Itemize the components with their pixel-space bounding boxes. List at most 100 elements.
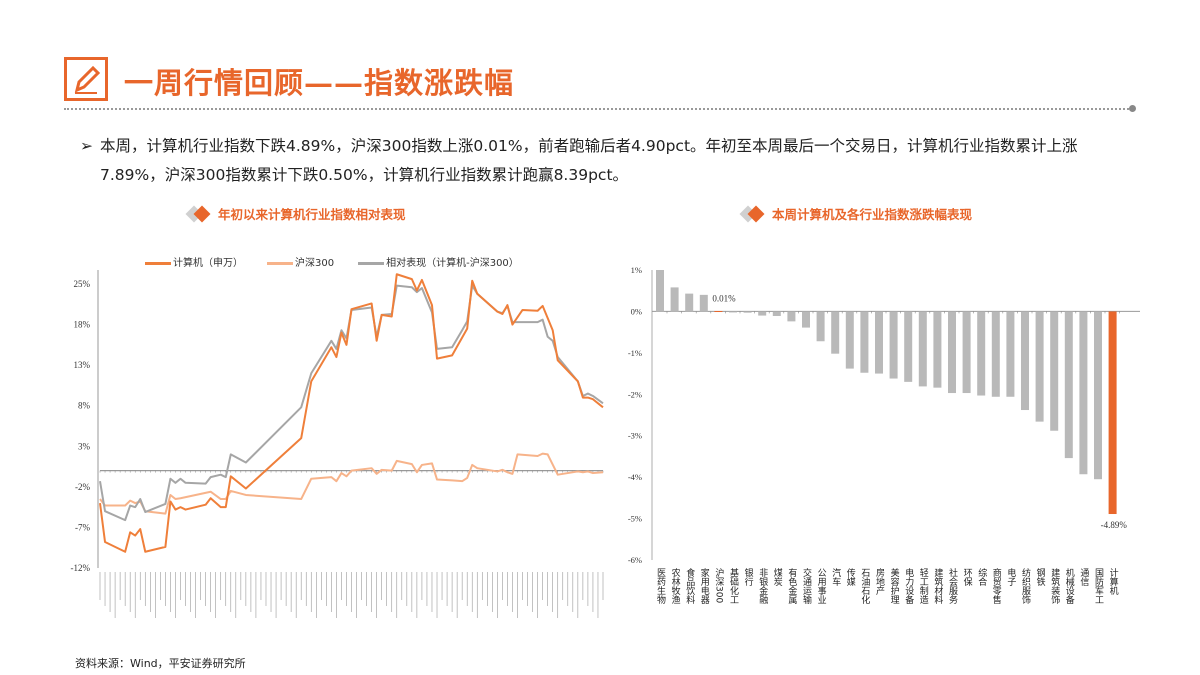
legend-item-relative: 相对表现（计算机-沪深300） bbox=[358, 254, 519, 269]
chart-title-text: 年初以来计算机行业指数相对表现 bbox=[218, 207, 406, 222]
y-tick-label: 18% bbox=[74, 320, 91, 330]
x-tick-label: 农林牧渔 bbox=[670, 567, 681, 604]
x-tick-label: 医药生物 bbox=[655, 568, 666, 605]
x-tick-label: 综合 bbox=[976, 567, 987, 587]
bar-社会服务 bbox=[948, 311, 956, 394]
divider-dot bbox=[1129, 105, 1136, 112]
bar-钢铁 bbox=[1035, 311, 1044, 422]
x-tick-label: 轻工制造 bbox=[918, 567, 929, 605]
line-chart: 25% 18% 13% 8% 3% -2% -7% -12% bbox=[71, 270, 604, 618]
y-tick-label: -1% bbox=[628, 348, 642, 358]
x-tick-label: 商贸零售 bbox=[991, 567, 1002, 605]
x-tick-label: 环保 bbox=[962, 568, 973, 587]
bar-计算机 bbox=[1108, 311, 1117, 515]
legend-item-hs300: 沪深300 bbox=[267, 254, 334, 269]
bar-国防军工 bbox=[1094, 311, 1102, 480]
x-tick-label: 有色金属 bbox=[786, 567, 797, 605]
bar-家用电器 bbox=[699, 294, 708, 312]
x-tick-label: 国防军工 bbox=[1093, 568, 1104, 604]
bar-轻工制造 bbox=[918, 311, 927, 387]
summary-bullet: ➢ 本周，计算机行业指数下跌4.89%，沪深300指数上涨0.01%，前者跑输后… bbox=[80, 132, 1140, 190]
bar-机械设备 bbox=[1064, 311, 1073, 459]
bar-农林牧渔 bbox=[670, 287, 679, 312]
x-tick-label: 机械设备 bbox=[1064, 567, 1075, 604]
x-tick-label: 纺织服饰 bbox=[1020, 567, 1031, 605]
x-tick-label: 银行 bbox=[743, 567, 754, 587]
bar-商贸零售 bbox=[991, 311, 1000, 397]
bar-传媒 bbox=[845, 311, 854, 369]
x-tick-label: 计算机 bbox=[1108, 567, 1119, 596]
bar-石油石化 bbox=[860, 311, 869, 373]
x-tick-label: 通信 bbox=[1078, 568, 1089, 587]
legend-item-computer: 计算机（申万） bbox=[145, 254, 243, 269]
line-chart-legend: 计算机（申万） 沪深300 相对表现（计算机-沪深300） bbox=[145, 254, 519, 269]
bar-电子 bbox=[1006, 311, 1015, 397]
source-note: 资料来源：Wind，平安证券研究所 bbox=[75, 657, 246, 670]
y-tick-label: -7% bbox=[75, 522, 90, 532]
right-chart-title: 本周计算机及各行业指数涨跌幅表现 bbox=[739, 204, 972, 223]
x-tick-label: 电力设备 bbox=[903, 567, 914, 604]
bar-电力设备 bbox=[904, 311, 913, 382]
x-tick-label: 沪深300 bbox=[713, 567, 724, 604]
y-tick-label: 3% bbox=[78, 441, 91, 451]
y-tick-label: -2% bbox=[628, 389, 642, 399]
x-tick-label: 美容护理 bbox=[889, 567, 900, 604]
pencil-edit-icon bbox=[64, 57, 108, 101]
bar-银行 bbox=[743, 311, 752, 313]
bar-纺织服饰 bbox=[1021, 311, 1029, 411]
y-tick-label: -5% bbox=[628, 514, 642, 524]
x-tick-label: 电子 bbox=[1005, 567, 1016, 586]
x-tick-label: 食品饮料 bbox=[684, 567, 695, 605]
y-tick-label: 0% bbox=[631, 306, 642, 316]
y-tick-label: 8% bbox=[78, 401, 91, 411]
bar-环保 bbox=[962, 311, 971, 394]
x-tick-label: 家用电器 bbox=[699, 567, 710, 604]
bar-有色金属 bbox=[787, 311, 796, 322]
divider bbox=[64, 108, 1132, 110]
bar-建筑装饰 bbox=[1050, 311, 1059, 431]
series-line-computer bbox=[99, 273, 604, 553]
bar-医药生物 bbox=[656, 270, 664, 312]
bar-chart: 1% 0% -1% -2% -3% -4% -5% -6% 医药生物 农林牧渔 食品饮料 家用电器 沪深… bbox=[628, 265, 1140, 605]
left-chart-title: 年初以来计算机行业指数相对表现 bbox=[185, 204, 406, 223]
bar-建筑材料 bbox=[933, 311, 942, 388]
x-tick-label: 汽车 bbox=[830, 567, 841, 587]
bar-非银金融 bbox=[758, 311, 767, 316]
y-tick-label: -2% bbox=[75, 482, 90, 492]
x-tick-label: 房地产 bbox=[874, 567, 885, 596]
series-line-hs300 bbox=[99, 452, 604, 515]
x-tick-label: 石油石化 bbox=[859, 568, 870, 605]
y-tick-label: -4% bbox=[628, 472, 642, 482]
bar-美容护理 bbox=[889, 311, 898, 379]
series-line-relative bbox=[99, 284, 604, 522]
data-label: -4.89% bbox=[1101, 520, 1128, 530]
x-tick-label: 非银金融 bbox=[757, 567, 768, 605]
y-tick-label: 1% bbox=[631, 265, 642, 275]
y-tick-label: -6% bbox=[628, 555, 642, 565]
bar-汽车 bbox=[831, 311, 840, 354]
x-tick-label: 基础化工 bbox=[728, 567, 739, 604]
page-title: 一周行情回顾——指数涨跌幅 bbox=[124, 66, 515, 100]
summary-text: 本周，计算机行业指数下跌4.89%，沪深300指数上涨0.01%，前者跑输后者4… bbox=[100, 137, 1078, 184]
bar-公用事业 bbox=[816, 311, 825, 342]
x-tick-label: 社会服务 bbox=[947, 567, 958, 605]
bar-交通运输 bbox=[802, 311, 810, 328]
x-tick-label: 交通运输 bbox=[801, 567, 812, 605]
arrow-right-icon: ➢ bbox=[80, 137, 93, 155]
bar-基础化工 bbox=[729, 311, 737, 313]
x-tick-label: 煤炭 bbox=[772, 567, 783, 587]
x-tick-label: 建筑装饰 bbox=[1049, 567, 1060, 605]
bar-通信 bbox=[1079, 311, 1088, 475]
data-label: 0.01% bbox=[712, 293, 736, 303]
bar-沪深300 bbox=[714, 311, 723, 313]
x-tick-label: 传媒 bbox=[845, 567, 856, 587]
y-tick-label: -3% bbox=[628, 431, 642, 441]
x-tick-label: 建筑材料 bbox=[932, 567, 943, 605]
bar-食品饮料 bbox=[685, 293, 694, 312]
y-tick-label: 25% bbox=[74, 279, 91, 289]
bar-综合 bbox=[977, 311, 986, 396]
y-tick-label: 13% bbox=[74, 360, 91, 370]
bar-房地产 bbox=[875, 311, 883, 374]
y-tick-label: -12% bbox=[71, 563, 91, 573]
